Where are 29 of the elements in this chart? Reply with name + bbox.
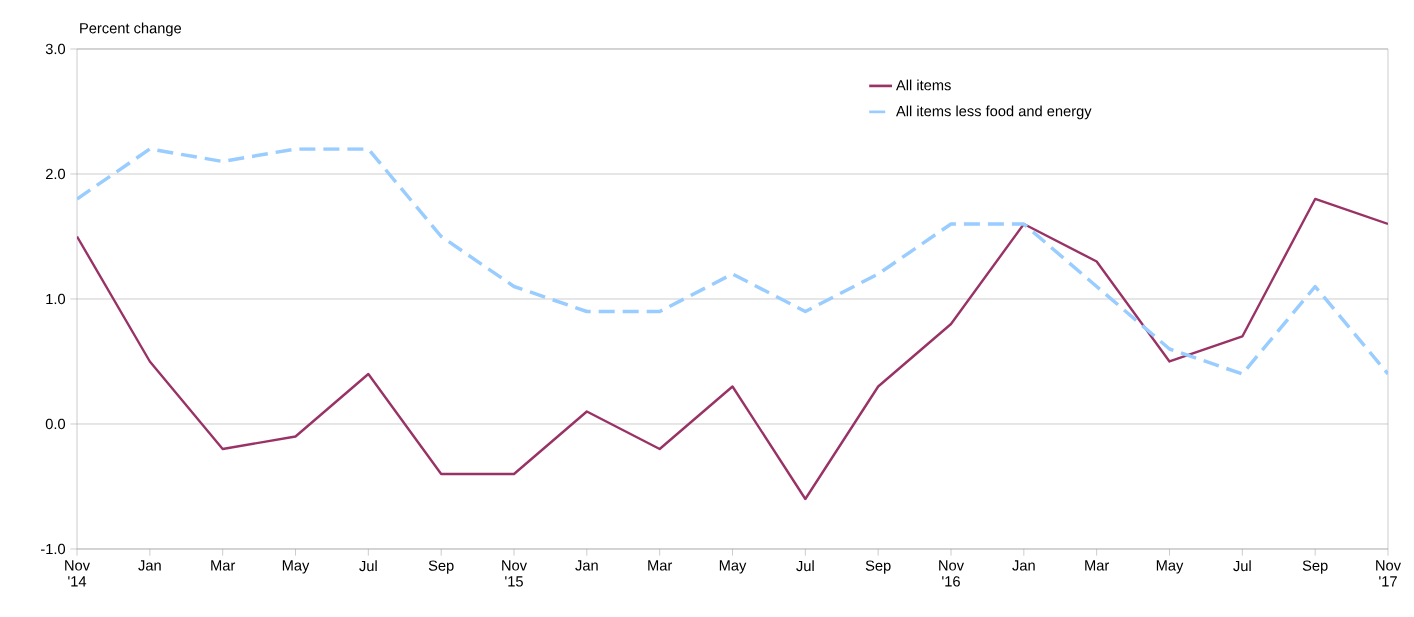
y-tick-label: 1.0 bbox=[46, 293, 66, 305]
y-tick-label: 2.0 bbox=[45, 168, 66, 180]
x-tick-label: May bbox=[719, 560, 747, 574]
y-tick-label: -1.0 bbox=[41, 543, 66, 555]
x-tick-label: Nov '16 bbox=[939, 560, 964, 587]
x-tick-label: Nov '17 bbox=[1376, 560, 1401, 587]
x-tick-label: Nov '15 bbox=[502, 560, 527, 587]
legend-label: All items bbox=[896, 79, 951, 91]
x-tick-label: Sep bbox=[428, 560, 454, 574]
x-tick-label: Mar bbox=[1085, 560, 1110, 571]
x-tick-label: Sep bbox=[865, 560, 891, 574]
x-tick-label: Nov '14 bbox=[65, 560, 90, 587]
x-tick-label: Jan bbox=[575, 560, 598, 571]
x-tick-label: Jan bbox=[138, 560, 161, 571]
y-axis-title: Percent change bbox=[80, 22, 182, 37]
x-tick-label: Jul bbox=[359, 560, 377, 572]
x-tick-label: May bbox=[282, 560, 310, 574]
x-tick-label: Jul bbox=[1233, 560, 1251, 572]
x-tick-label: Sep bbox=[1302, 560, 1328, 574]
legend-label: All items less food and energy bbox=[896, 105, 1092, 120]
x-tick-label: Mar bbox=[648, 560, 673, 571]
x-tick-label: Mar bbox=[211, 560, 236, 571]
y-tick-label: 0.0 bbox=[45, 418, 66, 430]
y-tick-label: 3.0 bbox=[45, 43, 66, 55]
line-series bbox=[77, 197, 1388, 501]
line-series bbox=[77, 147, 1388, 376]
x-tick-label: May bbox=[1156, 560, 1184, 574]
x-tick-label: Jul bbox=[796, 560, 814, 572]
x-tick-label: Jan bbox=[1012, 560, 1035, 571]
